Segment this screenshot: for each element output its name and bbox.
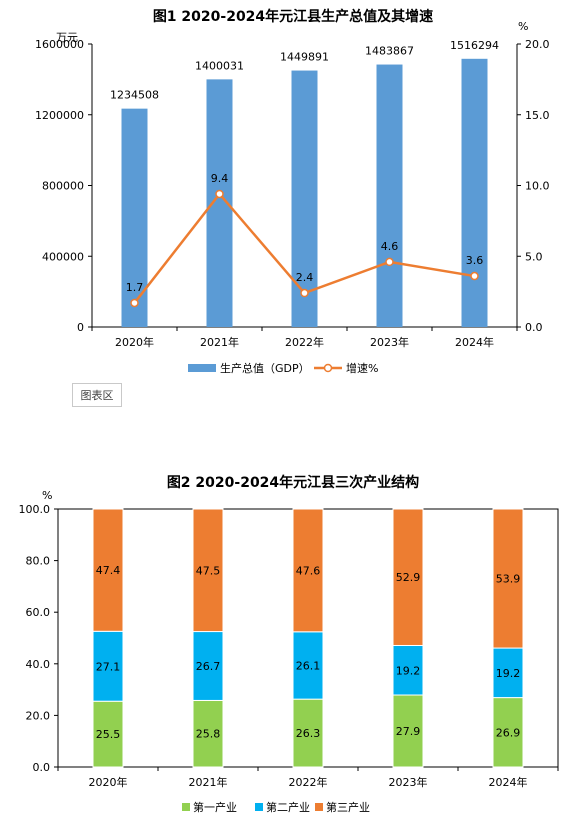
- legend-label-3: 第三产业: [326, 800, 370, 814]
- y-tick-label: 0.0: [33, 761, 51, 774]
- chart1-plot: 0 400000 800000 1200000 1600000 0.0 5.0 10.0 15.…: [35, 20, 550, 375]
- y-tick-label-right: 5.0: [525, 250, 543, 263]
- y-tick-label: 100.0: [19, 503, 51, 516]
- segment-1: [392, 694, 424, 768]
- y-tick-label-right: 20.0: [525, 38, 550, 51]
- segment-label-1: 25.5: [96, 728, 121, 741]
- legend-label-growth: 增速%: [346, 361, 378, 375]
- y-tick-label: 20.0: [26, 709, 51, 722]
- chart2-title: 图2 2020-2024年元江县三次产业结构: [166, 475, 420, 491]
- y-tick-label-left: 1200000: [35, 109, 84, 122]
- gdp-bar: [376, 64, 403, 328]
- segment-3: [392, 508, 424, 646]
- segment-2: [292, 631, 324, 700]
- y-axis-unit-right: %: [518, 20, 528, 33]
- y-tick-label-right: 0.0: [525, 321, 543, 334]
- gdp-bar-label: 1449891: [280, 51, 329, 64]
- y-tick-label-right: 15.0: [525, 109, 550, 122]
- segment-label-3: 53.9: [496, 573, 521, 586]
- legend-marker-growth: [323, 363, 333, 373]
- segment-1: [92, 700, 124, 768]
- legend-label-1: 第一产业: [193, 800, 237, 814]
- x-tick-label: 2020年: [115, 335, 154, 349]
- x-tick-label: 2022年: [285, 335, 324, 349]
- legend-label-gdp: 生产总值（GDP）: [220, 361, 310, 375]
- growth-point: [385, 257, 394, 267]
- gdp-bar-label: 1483867: [365, 45, 414, 58]
- segment-label-3: 47.5: [196, 564, 221, 577]
- segment-1: [292, 698, 324, 768]
- segment-2: [192, 631, 224, 701]
- growth-point: [130, 298, 139, 308]
- y-tick-label-left: 1600000: [35, 38, 84, 51]
- segment-3: [292, 508, 324, 633]
- segment-label-3: 47.6: [296, 564, 321, 577]
- x-tick-label: 2024年: [455, 335, 494, 349]
- segment-1: [492, 697, 524, 768]
- growth-point: [300, 288, 309, 298]
- segment-1: [192, 699, 224, 768]
- segment-label-2: 26.7: [196, 660, 221, 673]
- segment-2: [492, 647, 524, 699]
- y-tick-label-left: 400000: [42, 250, 84, 263]
- x-tick-label: 2022年: [289, 775, 328, 789]
- segment-2: [92, 630, 124, 702]
- y-axis-unit: %: [42, 489, 52, 502]
- x-tick-label: 2021年: [189, 775, 228, 789]
- x-tick-label: 2024年: [489, 775, 528, 789]
- segment-label-3: 52.9: [396, 571, 421, 584]
- y-tick-label: 60.0: [26, 606, 51, 619]
- y-tick-label-right: 10.0: [525, 180, 550, 193]
- segment-label-2: 26.1: [296, 659, 321, 672]
- growth-point-label: 3.6: [466, 254, 484, 267]
- segment-label-1: 26.3: [296, 727, 321, 740]
- gdp-bar-label: 1516294: [450, 39, 499, 52]
- y-tick-label-left: 800000: [42, 180, 84, 193]
- y-tick-label: 40.0: [26, 658, 51, 671]
- x-tick-label: 2023年: [389, 775, 428, 789]
- segment-label-1: 27.9: [396, 725, 421, 738]
- segment-label-2: 19.2: [396, 664, 421, 677]
- growth-point-label: 9.4: [211, 172, 229, 185]
- legend-swatch-1: [182, 803, 190, 811]
- x-tick-label: 2020年: [89, 775, 128, 789]
- segment-2: [392, 644, 424, 696]
- legend-swatch-3: [315, 803, 323, 811]
- growth-point-label: 4.6: [381, 240, 399, 253]
- chart2-plot: 0.0 20.0 40.0 60.0 80.0 100.0% 2020年 2021年 2022年…: [19, 489, 559, 814]
- legend-swatch-gdp: [188, 364, 216, 372]
- segment-3: [492, 508, 524, 649]
- segment-label-2: 27.1: [96, 660, 121, 673]
- segment-3: [92, 508, 124, 632]
- growth-point-label: 1.7: [126, 281, 144, 294]
- gdp-bar-label: 1400031: [195, 59, 244, 72]
- growth-point: [215, 189, 224, 199]
- segment-label-1: 25.8: [196, 728, 221, 741]
- legend-swatch-2: [255, 803, 263, 811]
- chart-area-label: 图表区: [72, 383, 122, 407]
- gdp-bar-label: 1234508: [110, 89, 159, 102]
- gdp-bar: [461, 58, 488, 327]
- growth-point-label: 2.4: [296, 271, 314, 284]
- chart1-title: 图1 2020-2024年元江县生产总值及其增速: [152, 9, 434, 25]
- y-tick-label-left: 0: [77, 321, 84, 334]
- gdp-bar: [121, 108, 148, 328]
- legend-label-2: 第二产业: [266, 800, 310, 814]
- y-tick-label: 80.0: [26, 555, 51, 568]
- x-tick-label: 2021年: [200, 335, 239, 349]
- growth-point: [470, 271, 479, 281]
- y-axis-unit-left: 万元: [56, 31, 78, 44]
- segment-label-1: 26.9: [496, 726, 521, 739]
- segment-3: [192, 508, 224, 633]
- segment-label-3: 47.4: [96, 564, 121, 577]
- x-tick-label: 2023年: [370, 335, 409, 349]
- segment-label-2: 19.2: [496, 667, 521, 680]
